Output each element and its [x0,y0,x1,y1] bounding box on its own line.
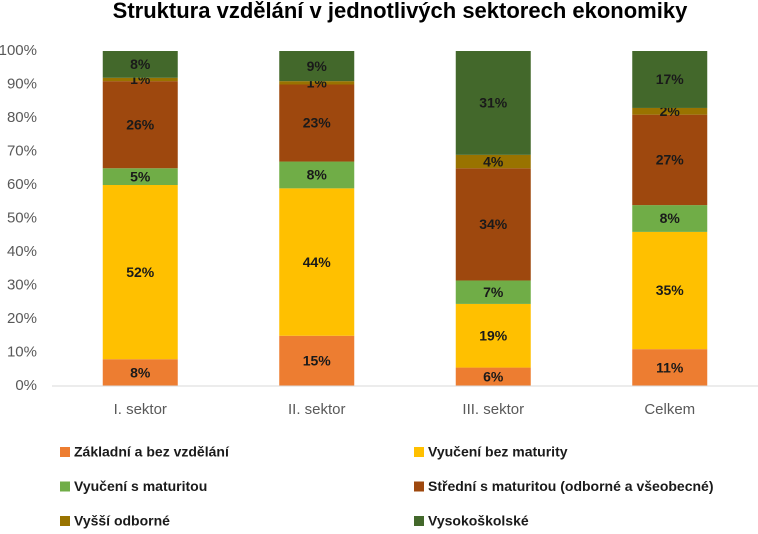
y-tick-label: 10% [7,343,37,360]
bar-segment [632,107,708,115]
chart-title: Struktura vzdělání v jednotlivých sektor… [113,0,688,23]
y-tick-label: 50% [7,209,37,226]
data-label: 11% [656,359,684,375]
data-label: 4% [483,153,504,169]
x-tick-label: I. sektor [114,401,167,418]
data-label: 34% [479,216,508,232]
bar-segment [102,81,178,169]
bar-segment [102,168,178,185]
data-label: 6% [483,368,504,384]
data-label: 8% [307,167,328,183]
bar-segment [455,303,531,368]
bar-segment [279,188,355,336]
bar-segment [632,114,708,206]
data-label: 7% [483,284,504,300]
legend-swatch [414,447,424,457]
data-label: 9% [307,58,328,74]
data-label: 5% [130,168,151,184]
legend-label: Vysokoškolské [428,513,529,529]
bar-segment [632,205,708,232]
data-label: 52% [126,264,155,280]
legend-label: Střední s maturitou (odborné a všeobecné… [428,478,714,494]
data-label: 44% [303,254,332,270]
y-tick-label: 40% [7,243,37,260]
data-label: 8% [130,364,151,380]
data-label: 27% [656,152,685,168]
bar-segment [455,154,531,169]
bar-segment [632,349,708,386]
data-label: 15% [303,353,332,369]
bar-segment [279,81,355,85]
bar-segment [455,51,531,155]
y-tick-label: 100% [0,42,37,59]
legend-label: Vyučení bez maturity [428,444,568,460]
x-tick-label: II. sektor [288,401,346,418]
legend-swatch [60,447,70,457]
data-label: 31% [479,95,508,111]
bar-segment [632,231,708,350]
bar-segment [455,168,531,281]
y-tick-label: 70% [7,142,37,159]
legend-label: Vyučení s maturitou [74,478,207,494]
legend-swatch [414,516,424,526]
data-label: 19% [479,327,508,343]
legend-swatch [60,516,70,526]
data-label: 23% [303,115,332,131]
y-tick-label: 60% [7,176,37,193]
y-tick-label: 0% [15,377,37,394]
legend-swatch [414,481,424,492]
y-tick-label: 90% [7,75,37,92]
data-label: 8% [130,56,151,72]
bar-segment [632,51,708,108]
bar-segment [279,51,355,82]
y-tick-label: 80% [7,109,37,126]
bar-segment [102,185,178,360]
bar-segment [102,51,178,78]
bar-segment [279,161,355,189]
legend-label: Vyšší odborné [74,513,170,529]
y-tick-label: 30% [7,276,37,293]
data-label: 35% [656,282,685,298]
data-label: 26% [126,116,155,132]
bar-segment [455,280,531,304]
bar-segment [455,367,531,386]
x-tick-label: III. sektor [462,401,524,418]
bar-segment [102,359,178,386]
bar-segment [102,77,178,82]
bar-segment [279,84,355,162]
x-tick-label: Celkem [644,401,695,418]
legend-label: Základní a bez vzdělání [74,444,230,460]
data-label: 8% [660,210,681,226]
bar-segment [279,335,355,386]
legend-swatch [60,481,70,492]
y-tick-label: 20% [7,310,37,327]
data-label: 17% [656,71,685,87]
